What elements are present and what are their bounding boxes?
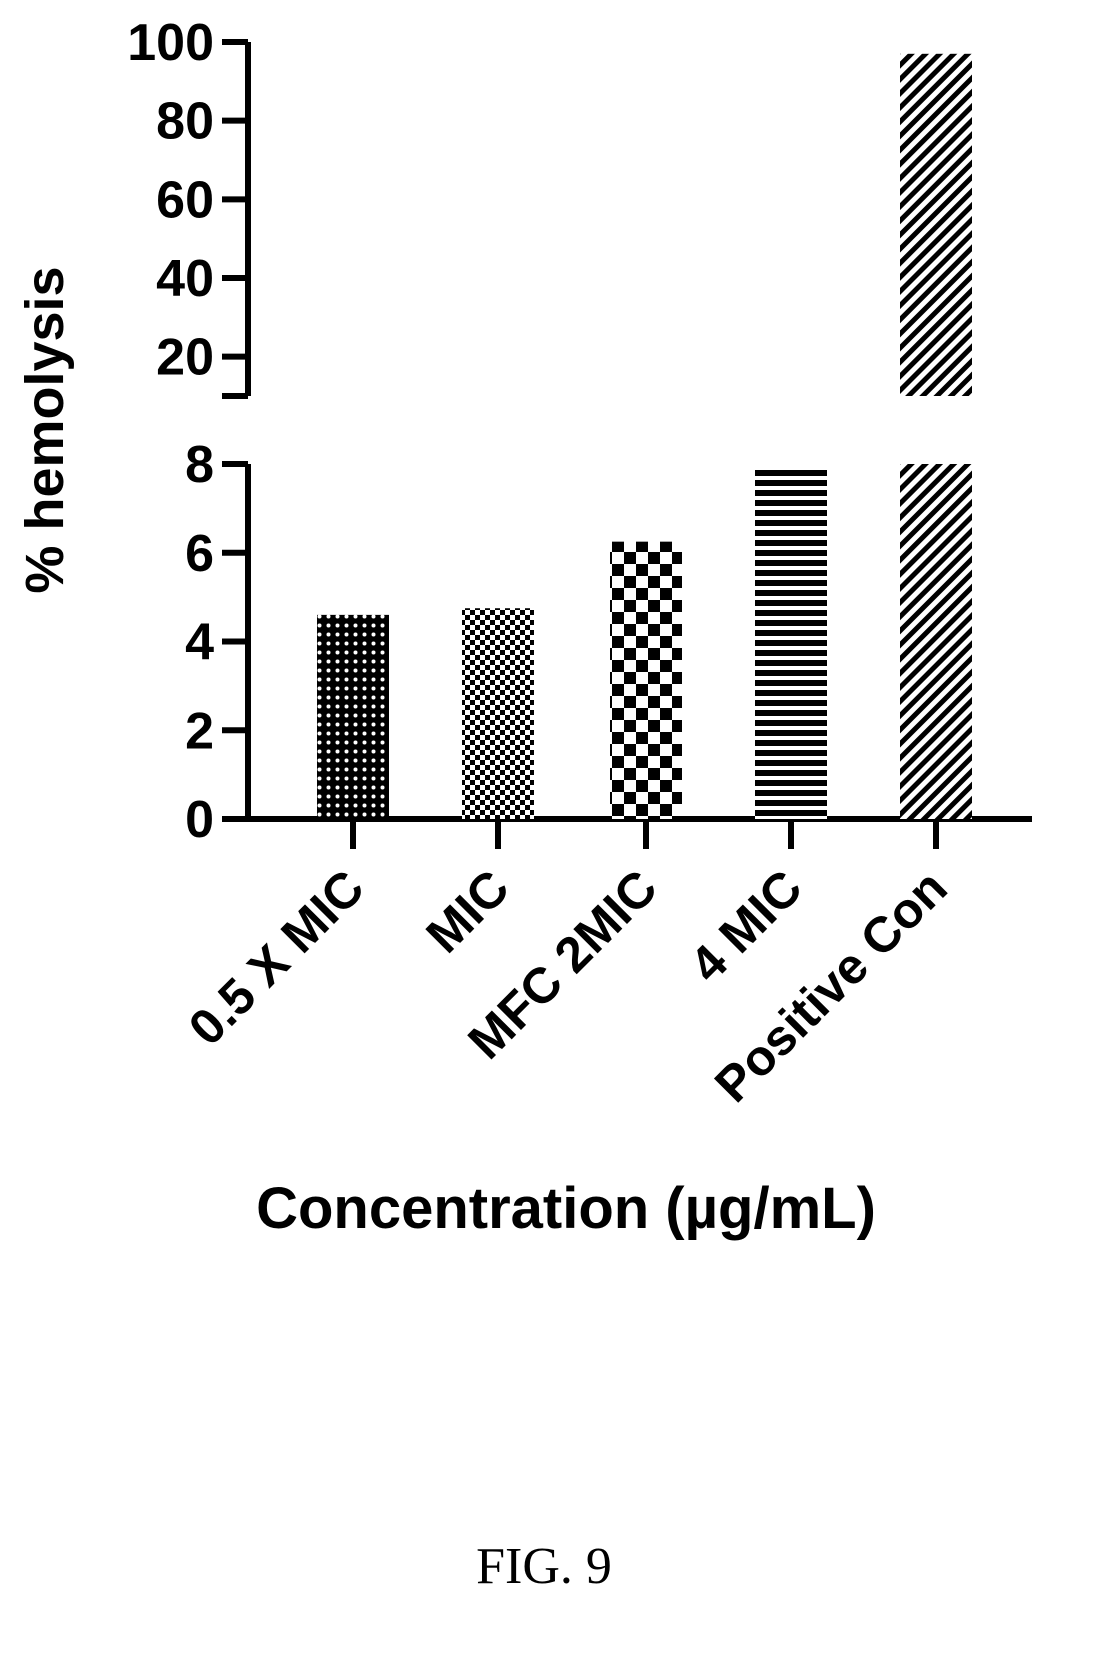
- y-tick-label: 20: [156, 329, 214, 387]
- bar-upper-segment: [900, 53, 972, 397]
- y-tick-label: 40: [156, 250, 214, 308]
- bar: [610, 541, 682, 819]
- y-axis-upper-segment: 20 40 60 80 100: [127, 14, 251, 399]
- x-category-label: 4 MIC: [679, 859, 813, 993]
- bar: [755, 466, 827, 819]
- y-tick-label: 8: [185, 436, 214, 494]
- x-axis: [222, 816, 1032, 849]
- y-tick-label: 4: [185, 614, 214, 672]
- figure-caption: FIG. 9: [476, 1538, 612, 1595]
- y-tick-label: 2: [185, 702, 214, 760]
- bars-group: [317, 53, 972, 819]
- y-tick-label: 80: [156, 93, 214, 151]
- y-tick-label: 0: [185, 791, 214, 849]
- bar-lower-segment: [900, 464, 972, 819]
- y-tick-label: 100: [127, 14, 214, 72]
- bar: [462, 608, 534, 819]
- y-axis-lower-segment: 0 2 4 6 8: [185, 436, 251, 849]
- y-tick-label: 6: [185, 525, 214, 583]
- y-axis-title: % hemolysis: [15, 266, 75, 593]
- x-category-label: 0.5 X MIC: [178, 859, 375, 1056]
- bar: [317, 614, 389, 819]
- x-axis-title: Concentration (µg/mL): [256, 1176, 876, 1241]
- y-tick-label: 60: [156, 171, 214, 229]
- x-category-label: MIC: [415, 859, 519, 963]
